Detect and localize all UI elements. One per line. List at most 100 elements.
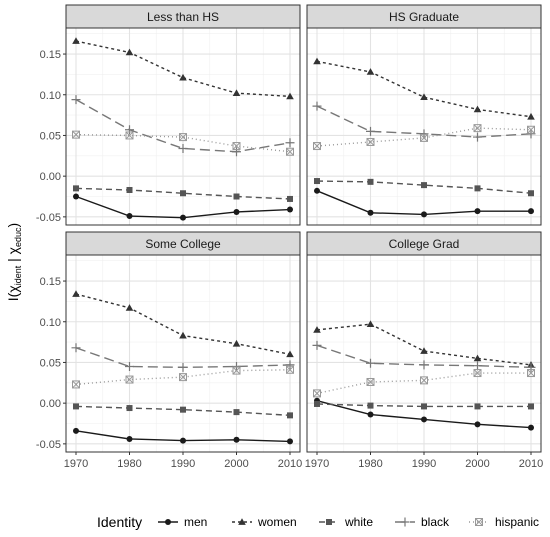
y-tick-label: 0.10 bbox=[40, 317, 61, 329]
panel-border bbox=[306, 27, 542, 226]
svg-text:I(χident | χeduc): I(χident | χeduc) bbox=[5, 223, 23, 301]
ylabel-sub-educ: educ bbox=[13, 227, 23, 247]
legend-item-hispanic: hispanic bbox=[469, 515, 539, 529]
series-women bbox=[72, 290, 294, 358]
legend-label: hispanic bbox=[495, 515, 539, 529]
legend-key-marker bbox=[475, 518, 483, 526]
y-tick-label: 0.00 bbox=[40, 398, 61, 410]
point-white-1980 bbox=[126, 186, 133, 193]
ylabel-sub-ident: ident bbox=[13, 265, 23, 285]
series-black bbox=[71, 343, 295, 372]
point-men-1990 bbox=[421, 416, 427, 423]
point-men-1980 bbox=[367, 209, 374, 216]
series-men bbox=[314, 187, 534, 218]
panel-title: HS Graduate bbox=[389, 10, 459, 24]
ylabel-chi-2: χ bbox=[5, 246, 21, 254]
point-black-2000 bbox=[232, 147, 241, 157]
point-women-1990 bbox=[179, 73, 187, 81]
point-men-1990 bbox=[180, 437, 186, 444]
series-women bbox=[72, 37, 294, 100]
x-tick-label: 1980 bbox=[117, 458, 141, 470]
point-hispanic-2000 bbox=[232, 366, 241, 375]
point-hispanic-2010 bbox=[286, 147, 294, 156]
point-hispanic-1980 bbox=[125, 131, 134, 140]
point-black-1970 bbox=[312, 101, 322, 111]
point-black-2010 bbox=[526, 362, 536, 372]
point-black-1970 bbox=[71, 343, 81, 353]
x-tick-label: 2000 bbox=[465, 458, 489, 470]
x-tick-label: 1990 bbox=[171, 458, 195, 470]
point-men-1990 bbox=[421, 211, 427, 218]
point-white-1970 bbox=[314, 400, 320, 407]
point-men-1970 bbox=[314, 187, 320, 194]
point-women-1990 bbox=[420, 93, 428, 101]
series-line-women bbox=[316, 60, 532, 118]
ylabel-close: ) bbox=[5, 223, 21, 228]
point-men-2000 bbox=[233, 208, 240, 215]
legend-item-white: white bbox=[319, 515, 373, 529]
point-women-2010 bbox=[286, 92, 294, 100]
point-hispanic-2010 bbox=[286, 365, 294, 374]
point-white-1990 bbox=[180, 190, 186, 197]
x-tick-label: 2010 bbox=[278, 458, 302, 470]
x-tick-label: 2000 bbox=[224, 458, 248, 470]
point-black-2010 bbox=[285, 138, 295, 148]
series-hispanic bbox=[72, 365, 294, 389]
point-white-2000 bbox=[474, 403, 481, 410]
point-black-1990 bbox=[419, 129, 429, 139]
point-white-1970 bbox=[73, 403, 79, 410]
point-hispanic-1990 bbox=[420, 376, 428, 385]
x-tick-label: 2010 bbox=[519, 458, 543, 470]
point-women-1980 bbox=[366, 68, 375, 75]
series-black bbox=[312, 340, 536, 372]
y-tick-label: 0.05 bbox=[40, 130, 61, 142]
panel-title: College Grad bbox=[389, 237, 460, 251]
y-tick-label: -0.05 bbox=[36, 212, 61, 224]
legend-key-marker bbox=[400, 517, 410, 527]
legend-label: black bbox=[421, 515, 450, 529]
point-black-2010 bbox=[285, 360, 295, 370]
series-line-white bbox=[316, 180, 532, 194]
point-men-1970 bbox=[73, 193, 79, 200]
point-white-1970 bbox=[314, 178, 320, 185]
point-white-1990 bbox=[421, 403, 427, 410]
point-hispanic-1980 bbox=[366, 377, 375, 386]
series-black bbox=[71, 95, 295, 157]
point-black-1980 bbox=[366, 358, 375, 368]
legend: Identity men women white black hispanic bbox=[97, 514, 539, 530]
point-men-2000 bbox=[474, 208, 481, 215]
point-women-1990 bbox=[179, 331, 187, 339]
panels-group: Less than HS -0.05 0.00 0.05 0.10 0.15 HS Grad… bbox=[36, 4, 543, 470]
panel-title: Less than HS bbox=[147, 10, 219, 24]
legend-item-men: men bbox=[158, 515, 207, 529]
panel-1: Less than HS -0.05 0.00 0.05 0.10 0.15 bbox=[36, 4, 301, 226]
point-men-2000 bbox=[233, 436, 240, 443]
point-hispanic-1970 bbox=[72, 130, 80, 139]
point-black-2000 bbox=[473, 361, 482, 371]
series-hispanic bbox=[313, 369, 535, 398]
point-hispanic-1990 bbox=[179, 373, 187, 382]
series-white bbox=[73, 403, 293, 419]
y-tick-label: 0.10 bbox=[40, 90, 61, 102]
point-men-2010 bbox=[528, 424, 534, 431]
point-black-1980 bbox=[125, 125, 134, 135]
point-women-1980 bbox=[366, 320, 375, 328]
point-white-2000 bbox=[233, 409, 240, 416]
point-women-2000 bbox=[232, 339, 241, 347]
point-women-1970 bbox=[72, 290, 80, 297]
point-black-1980 bbox=[366, 126, 375, 136]
series-line-white bbox=[75, 187, 291, 200]
point-white-2000 bbox=[474, 185, 481, 192]
point-hispanic-1990 bbox=[420, 133, 428, 142]
point-women-2000 bbox=[473, 354, 482, 362]
point-black-1970 bbox=[312, 340, 322, 350]
series-hispanic bbox=[72, 130, 294, 156]
y-tick-label: 0.15 bbox=[40, 49, 61, 61]
point-men-1970 bbox=[73, 427, 79, 434]
panel-title: Some College bbox=[145, 237, 221, 251]
panel-2: HS Graduate bbox=[306, 4, 542, 226]
point-hispanic-1980 bbox=[366, 137, 375, 146]
panel-border bbox=[65, 27, 301, 226]
y-tick-label: 0.15 bbox=[40, 276, 61, 288]
